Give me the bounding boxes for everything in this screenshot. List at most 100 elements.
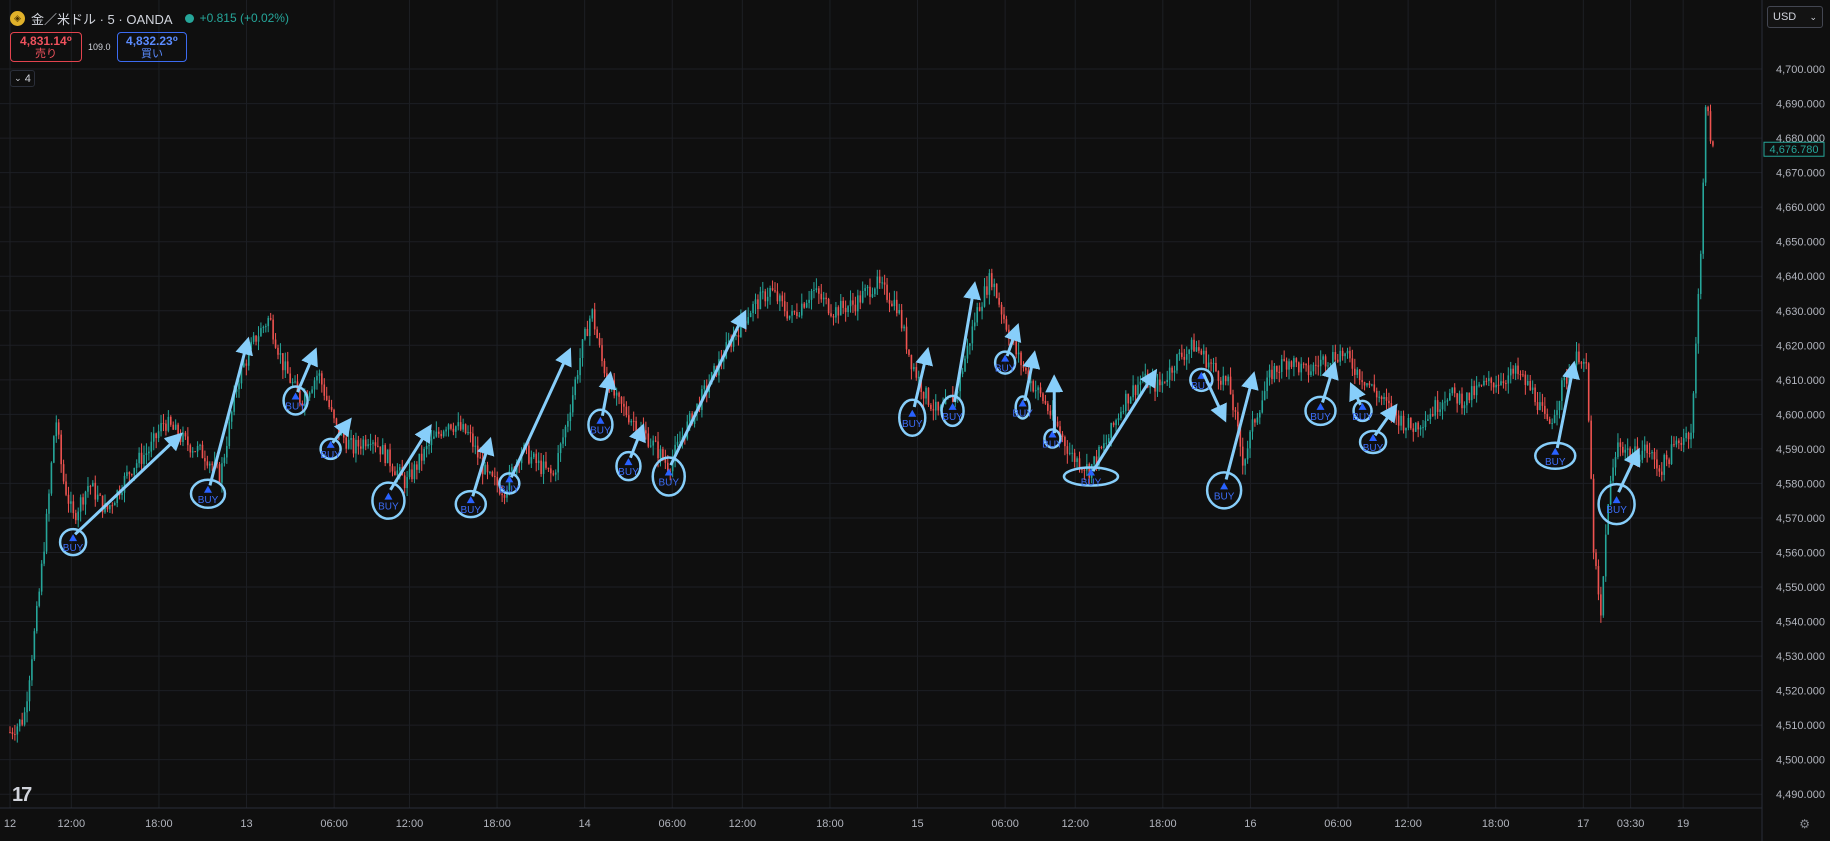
candle-body <box>379 446 382 455</box>
sell-button[interactable]: 4,831.14⁰ 売り <box>10 32 82 62</box>
candle-body <box>654 440 657 442</box>
gear-icon[interactable]: ⚙ <box>1799 817 1810 831</box>
candle-body <box>930 404 932 410</box>
candle-body <box>908 349 910 355</box>
candle-body <box>998 297 1000 305</box>
annotation-circle <box>1189 367 1214 393</box>
tradingview-logo[interactable]: 17 <box>12 784 32 806</box>
candle-body <box>766 296 769 302</box>
candle-body <box>116 490 118 503</box>
buy-triangle-icon <box>291 392 300 400</box>
candle-body <box>915 366 918 378</box>
candle-body <box>1414 422 1417 432</box>
candle-body <box>418 453 421 470</box>
candle-body <box>530 457 533 464</box>
annotation-arrow <box>1321 360 1339 403</box>
candle-body <box>140 452 143 464</box>
buy-marker-label: BUY <box>995 364 1016 375</box>
candle-body <box>1332 351 1334 364</box>
candle-body <box>1154 377 1156 392</box>
candle-body <box>981 306 983 312</box>
candle-body <box>642 427 645 431</box>
annotation-circle <box>371 481 406 520</box>
candle-body <box>564 426 567 438</box>
candle-body <box>664 458 667 463</box>
candle-body <box>1668 459 1670 465</box>
candle-body <box>827 299 830 314</box>
candle-body <box>1249 431 1251 449</box>
current-price-badge <box>1763 141 1825 157</box>
time-tick-label: 12:00 <box>58 818 86 830</box>
candle-body <box>247 349 250 366</box>
candle-body <box>593 309 596 330</box>
candle-body <box>1029 381 1032 384</box>
candle-body <box>491 471 494 476</box>
candle-body <box>961 371 964 375</box>
candle-body <box>835 307 837 318</box>
candle-body <box>494 475 496 478</box>
annotation-circle <box>1534 441 1577 471</box>
buy-marker-label: BUY <box>499 484 520 495</box>
chart-grid <box>0 0 1762 808</box>
candle-body <box>649 445 652 447</box>
currency-select[interactable]: USD ⌄ <box>1767 6 1823 28</box>
candle-body <box>1198 347 1200 351</box>
candle-body <box>1132 385 1134 398</box>
candle-body <box>645 430 647 434</box>
candle-body <box>289 373 291 383</box>
candle-body <box>23 712 26 725</box>
candle-body <box>1047 403 1049 411</box>
candle-body <box>62 464 65 482</box>
candle-body <box>1517 365 1519 375</box>
candle-body <box>1463 405 1466 409</box>
candle-body <box>1434 400 1437 416</box>
annotation-circle <box>1304 395 1337 427</box>
symbol-title[interactable]: 金／米ドル · 5 · OANDA <box>31 11 173 27</box>
candle-body <box>1580 362 1583 364</box>
candle-body <box>854 304 857 312</box>
buy-marker-label: BUY <box>942 412 963 423</box>
candle-body <box>55 422 58 437</box>
candle-body <box>486 464 489 473</box>
candle-body <box>1595 552 1597 567</box>
candle-body <box>1049 410 1052 416</box>
buy-button[interactable]: 4,832.23⁰ 買い <box>117 32 187 62</box>
candle-body <box>394 471 396 476</box>
price-tick-label: 4,640.000 <box>1776 271 1825 283</box>
time-tick-label: 19 <box>1677 818 1689 830</box>
candle-body <box>123 475 126 493</box>
candle-body <box>1134 385 1137 396</box>
candle-body <box>1259 412 1261 418</box>
candle-body <box>1548 419 1551 424</box>
candle-body <box>1483 380 1485 386</box>
candle-body <box>204 458 206 462</box>
candle-body <box>1008 329 1010 339</box>
candle-body <box>1115 420 1117 426</box>
candle-body <box>433 436 435 439</box>
indicator-toggle[interactable]: ⌄ 4 <box>10 70 35 87</box>
candle-body <box>279 353 282 355</box>
annotation-circle <box>1205 471 1243 510</box>
annotation-arrow <box>1022 350 1041 402</box>
candle-body <box>1346 350 1349 354</box>
candle-body <box>1129 397 1132 404</box>
candle-body <box>420 453 423 461</box>
annotation-arrow <box>1004 322 1022 357</box>
annotation-circle <box>282 385 309 416</box>
candle-body <box>1575 351 1578 366</box>
candle-body <box>1064 437 1066 447</box>
candle-body <box>459 422 462 430</box>
candle-body <box>1531 387 1534 391</box>
candle-body <box>1305 363 1307 366</box>
candle-body <box>1290 361 1293 367</box>
candle-body <box>559 443 562 454</box>
candle-body <box>1280 359 1283 372</box>
chevron-down-icon: ⌄ <box>14 73 22 83</box>
candle-body <box>1173 370 1176 373</box>
candle-body <box>177 424 179 437</box>
candle-body <box>211 463 214 465</box>
candle-body <box>1125 393 1127 412</box>
candle-body <box>883 282 886 285</box>
buy-triangle-icon <box>1048 430 1057 438</box>
